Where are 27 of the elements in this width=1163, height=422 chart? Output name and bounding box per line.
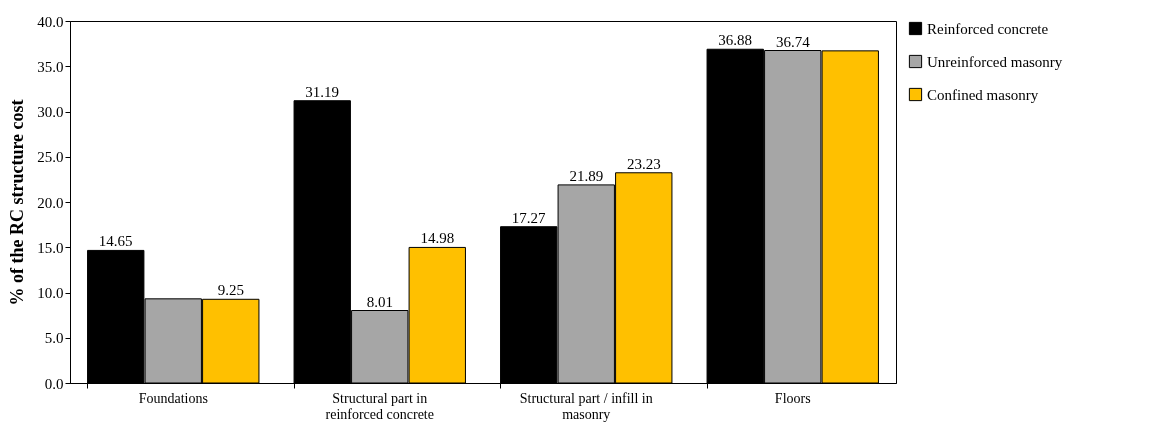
x-tick-label: Floors	[774, 390, 811, 406]
y-tick-label: 15.0	[37, 239, 64, 256]
data-label: 14.65	[98, 233, 133, 250]
x-tick-label: Structural part in reinforced concrete	[325, 390, 434, 422]
y-tick-label: 40.0	[37, 13, 64, 30]
y-tick-label: 35.0	[37, 58, 64, 75]
y-tick-label: 20.0	[37, 194, 64, 211]
data-label: 9.25	[217, 282, 244, 299]
y-axis-title: % of the RC structure cost	[7, 99, 28, 306]
y-tick-label: 30.0	[37, 104, 64, 120]
data-label: 14.98	[420, 230, 455, 247]
x-tick-label: Foundations	[138, 390, 208, 406]
data-label: 21.89	[569, 167, 604, 184]
data-label: 36.88	[718, 32, 753, 49]
x-tick-label: Structural part / infill in masonry	[519, 390, 653, 422]
data-label: 17.27	[511, 209, 547, 226]
data-label: 8.01	[366, 293, 393, 310]
data-label: 23.23	[626, 155, 661, 172]
legend-label: Unreinforced masonry	[927, 53, 1063, 70]
data-label: 31.19	[305, 83, 340, 100]
legend-label: Confined masonry	[927, 86, 1039, 103]
data-label: 36.74	[775, 33, 811, 50]
y-tick-label: 25.0	[37, 149, 64, 166]
legend-label: Reinforced concrete	[927, 20, 1049, 37]
y-tick-label: 5.0	[44, 330, 64, 347]
y-tick-label: 0.0	[44, 375, 64, 392]
y-tick-label: 10.0	[37, 285, 64, 301]
